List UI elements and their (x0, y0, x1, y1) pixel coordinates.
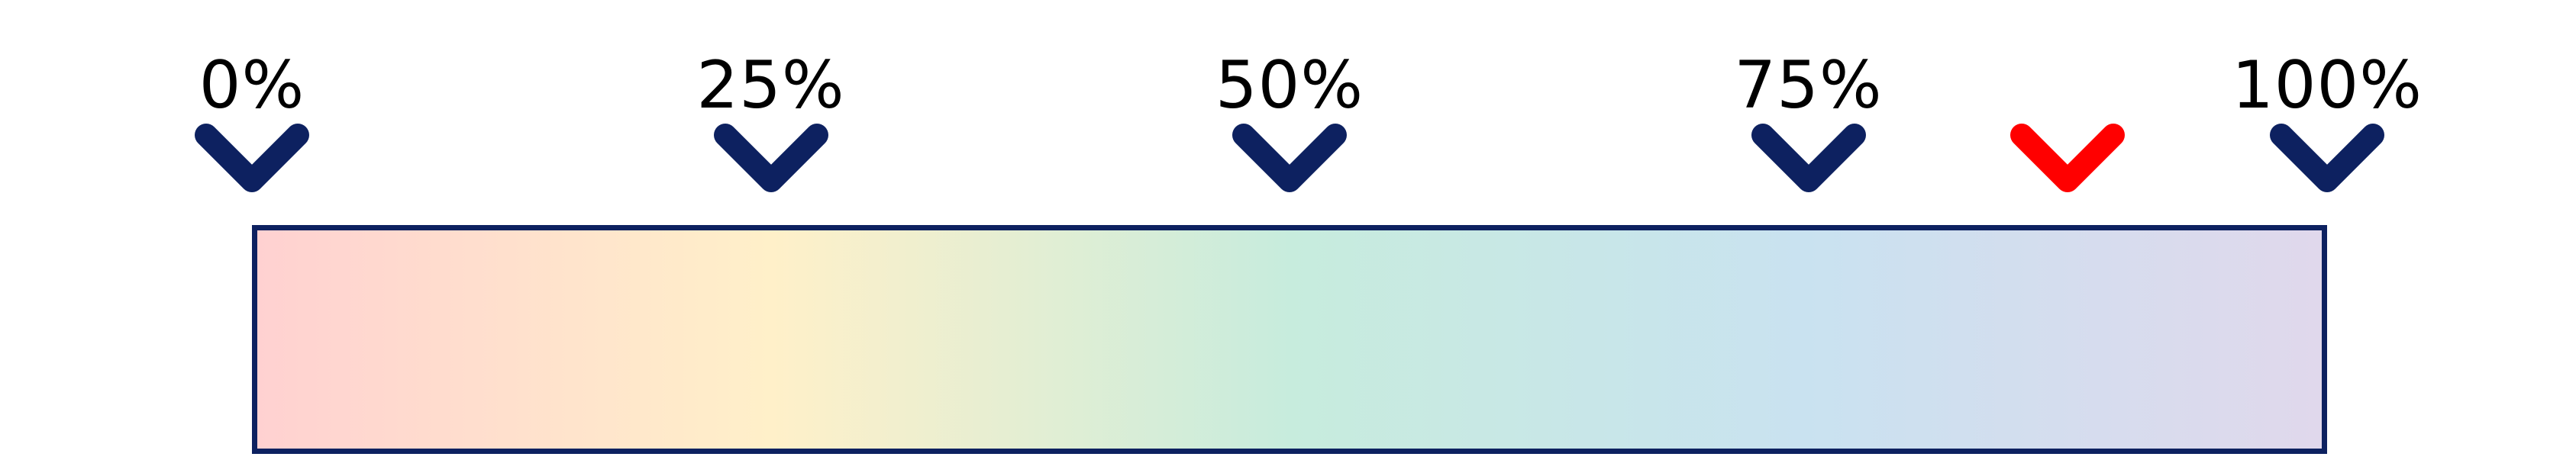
chevron-down-icon (2270, 124, 2384, 192)
gradient-bar (252, 225, 2327, 454)
marker-chevron-down-icon (2010, 124, 2126, 192)
tick-label-25-percent: 25% (696, 47, 845, 124)
chevron-down-icon (1751, 124, 1866, 192)
tick-label-100-percent: 100% (2232, 47, 2423, 124)
tick-label-75-percent: 75% (1734, 47, 1883, 124)
tick-label-50-percent: 50% (1215, 47, 1364, 124)
chevron-down-icon (195, 124, 309, 192)
chevron-down-icon (713, 124, 828, 192)
tick-label-0-percent: 0% (199, 47, 305, 124)
chevron-down-icon (1232, 124, 1347, 192)
